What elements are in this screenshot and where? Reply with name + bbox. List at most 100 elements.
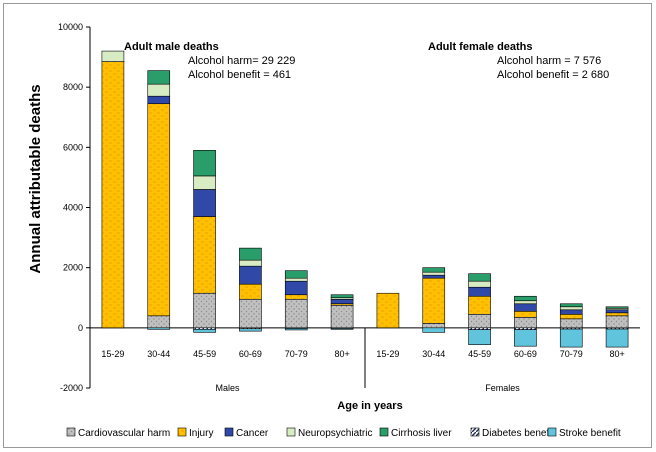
bar-segment-stroke-benefit [422,327,446,333]
y-tick-label: 0 [78,323,83,333]
bar-segment-neuropsychiatric [422,271,446,276]
bar-segment-cancer [193,189,216,217]
bar-segment-neuropsychiatric [147,83,171,97]
bar-segment-stroke-benefit [284,328,308,331]
bar-segment-cardiovascular-harm [330,304,354,329]
bar-segment-neuropsychiatric [193,175,216,190]
legend-label-neuropsychiatric: Neuropsychiatric [298,428,372,439]
group-label-males: Males [215,383,240,393]
bar-segment-neuropsychiatric [284,277,308,282]
legend-label-injury: Injury [189,428,213,439]
legend-label-diabetes-benefit: Diabetes benefit [482,428,554,439]
group-label-females: Females [485,383,520,393]
bar-segment-injury [239,283,262,300]
bar-segment-neuropsychiatric [101,50,125,62]
x-tick-label: 45-59 [468,349,491,359]
legend-label-stroke-benefit: Stroke benefit [559,428,621,439]
bar-segment-cirrhosis-liver [193,150,216,177]
legend-swatch-neuropsychiatric [286,427,296,437]
bar-segment-cardiovascular-harm [514,317,537,329]
legend-swatch-diabetes-benefit [470,427,480,437]
bar-segment-cancer [284,280,308,296]
y-axis-title: Annual attributable deaths [27,84,44,273]
bar-segment-cancer [239,265,262,285]
bar-segment-cancer [330,298,354,305]
bar-segment-injury [101,61,125,329]
legend-label-cardiovascular-harm: Cardiovascular harm [78,428,170,439]
bar-segment-cirrhosis-liver [605,306,629,309]
bar-segment-cirrhosis-liver [284,270,308,279]
bar-segment-stroke-benefit [147,327,171,330]
bar-segment-cancer [559,309,583,315]
x-tick-label: 15-29 [376,349,399,359]
bar-segment-cardiovascular-harm [605,315,629,329]
legend-swatch-injury [177,427,187,437]
bar-segment-cirrhosis-liver [514,295,537,302]
legend-label-cirrhosis-liver: Cirrhosis liver [391,428,452,439]
legend-swatch-stroke-benefit [547,427,557,437]
bar-segment-injury [422,277,446,324]
bar-segment-neuropsychiatric [514,300,537,305]
legend-swatch-cardiovascular-harm [66,427,76,437]
bar-segment-injury [147,103,171,317]
x-tick-label: 60-69 [514,349,537,359]
bar-segment-injury [468,295,491,315]
bar-segment-stroke-benefit [559,328,583,348]
y-tick-label: -2000 [60,383,83,393]
bar-segment-cardiovascular-harm [239,298,262,329]
bar-segment-stroke-benefit [239,328,262,332]
bar-segment-injury [514,310,537,318]
bar-segment-stroke-benefit [605,328,629,348]
bar-segment-cirrhosis-liver [239,247,262,261]
y-tick-label: 6000 [63,142,83,152]
bar-segment-injury [559,313,583,320]
annotation-title: Adult female deaths [428,41,533,53]
bar-segment-neuropsychiatric [468,280,491,288]
x-tick-label: 15-29 [101,349,124,359]
bar-segment-cardiovascular-harm [559,318,583,329]
x-tick-label: 30-44 [147,349,170,359]
bar-segment-cancer [468,286,491,297]
annotation-line: Alcohol benefit = 461 [188,69,291,81]
bar-segment-cardiovascular-harm [284,298,308,329]
bar-segment-stroke-benefit [468,329,491,345]
legend-swatch-cirrhosis-liver [379,427,389,437]
bar-segment-stroke-benefit [514,329,537,347]
bar-segment-injury [376,292,400,329]
x-axis-title: Age in years [337,400,402,412]
bar-segment-cancer [422,274,446,279]
bar-segment-cardiovascular-harm [193,292,216,329]
bar-segment-neuropsychiatric [559,306,583,311]
bar-segment-cancer [147,95,171,105]
bar-segment-cancer [514,303,537,312]
x-tick-label: 60-69 [239,349,262,359]
annotation-line: Alcohol harm= 29 229 [188,55,295,67]
bar-segment-cardiovascular-harm [468,313,491,329]
x-tick-label: 80+ [609,349,624,359]
bar-segment-cirrhosis-liver [468,273,491,282]
bar-segment-stroke-benefit [330,328,354,330]
legend-swatch-cancer [224,427,234,437]
bar-segment-injury [605,312,629,317]
bar-segment-cirrhosis-liver [422,267,446,273]
bar-segment-injury [284,294,308,300]
annotation-line: Alcohol harm = 7 576 [497,55,601,67]
y-tick-label: 10000 [58,22,83,32]
x-tick-label: 30-44 [422,349,445,359]
y-tick-label: 4000 [63,203,83,213]
annotation-line: Alcohol benefit = 2 680 [497,69,609,81]
bar-segment-cardiovascular-harm [147,315,171,329]
bar-segment-cardiovascular-harm [422,323,446,329]
bar-segment-injury [193,216,216,294]
y-tick-label: 2000 [63,263,83,273]
legend-label-cancer: Cancer [236,428,269,439]
bar-segment-cirrhosis-liver [147,70,171,85]
bar-segment-cirrhosis-liver [559,303,583,308]
annotation-title: Adult male deaths [124,41,219,53]
bar-segment-stroke-benefit [193,329,216,333]
x-tick-label: 80+ [334,349,349,359]
x-tick-label: 70-79 [560,349,583,359]
bar-segment-cancer [605,309,629,314]
bar-segment-cirrhosis-liver [330,294,354,299]
